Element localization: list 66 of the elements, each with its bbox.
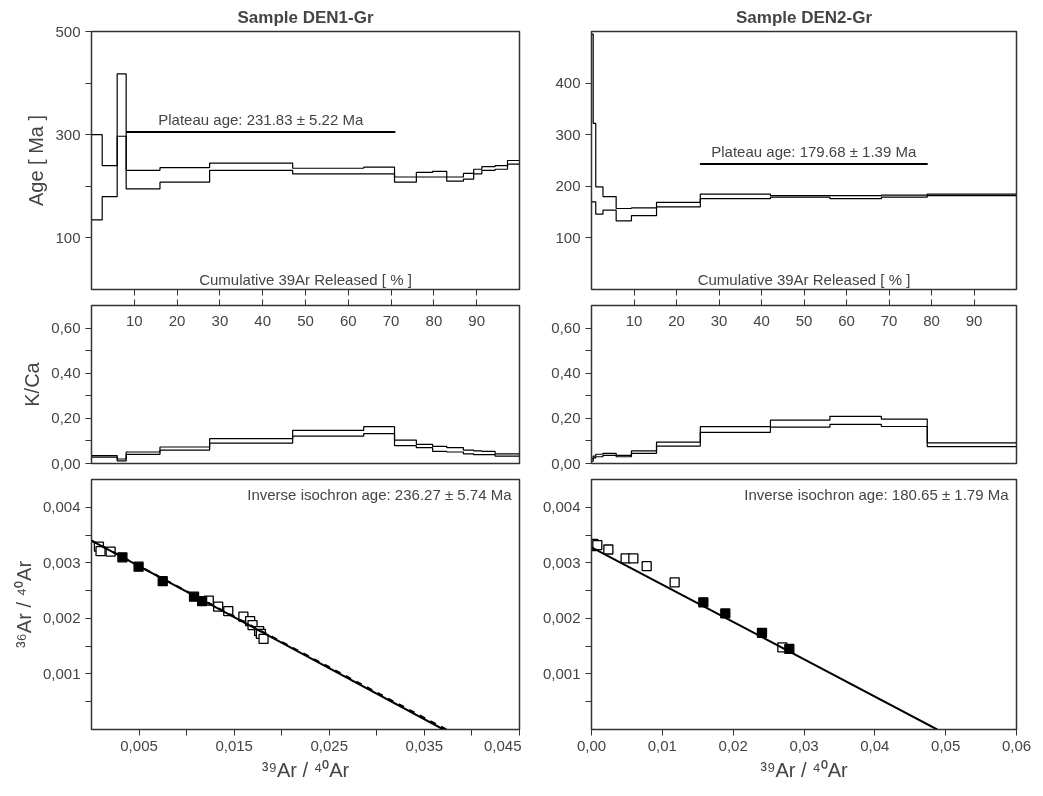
x-tick-label: 20 bbox=[668, 311, 685, 329]
x-tick-label: 0,025 bbox=[310, 736, 349, 754]
x-tick-label: 0,04 bbox=[860, 736, 890, 754]
x-tick-label: 0,035 bbox=[405, 736, 444, 754]
chart-title: Sample DEN1-Gr bbox=[237, 7, 374, 27]
x-tick-label: 0,005 bbox=[120, 736, 158, 754]
x-tick-label: 0,06 bbox=[1001, 736, 1032, 754]
x-tick-label: 0,02 bbox=[718, 736, 748, 754]
x-tick-label: 10 bbox=[625, 311, 643, 329]
y-tick-label: 0,40 bbox=[551, 364, 581, 382]
x-tick-label: 80 bbox=[425, 311, 443, 329]
x-tick-label: 50 bbox=[297, 311, 314, 329]
y-tick-label: 0,003 bbox=[542, 553, 581, 571]
y-tick-label: 0,002 bbox=[542, 609, 581, 627]
y-tick-label: 0,60 bbox=[51, 319, 81, 337]
y-tick-label: 0,20 bbox=[51, 409, 81, 427]
y-tick-label: 100 bbox=[555, 228, 581, 246]
y-tick-label: 0,003 bbox=[42, 553, 81, 571]
chart-title: Sample DEN2-Gr bbox=[735, 7, 873, 27]
y-tick-label: 0,60 bbox=[551, 319, 581, 337]
y-tick-label: 0,004 bbox=[42, 498, 81, 516]
y-tick-label: 0,20 bbox=[551, 409, 581, 427]
x-axis-title: ³⁹Ar / ⁴⁰Ar bbox=[261, 758, 350, 781]
x-tick-label: 0,03 bbox=[789, 736, 819, 754]
x-tick-label: 70 bbox=[382, 311, 400, 329]
y-tick-label: 400 bbox=[555, 74, 581, 92]
y-tick-label: 0,00 bbox=[51, 454, 81, 472]
x-tick-label: 50 bbox=[795, 311, 813, 329]
y-tick-label: 300 bbox=[555, 125, 581, 143]
x-axis-title: Cumulative 39Ar Released [ % ] bbox=[199, 270, 412, 288]
y-tick-label: 0,002 bbox=[42, 609, 81, 627]
x-tick-label: 0,045 bbox=[483, 736, 522, 754]
y-tick-label: 0,001 bbox=[42, 664, 81, 682]
x-axis-title: ³⁹Ar / ⁴⁰Ar bbox=[760, 758, 849, 781]
x-tick-label: 0,01 bbox=[647, 736, 677, 754]
x-tick-label: 0,015 bbox=[215, 736, 253, 754]
x-tick-label: 20 bbox=[168, 311, 186, 329]
annotation: Inverse isochron age: 236.27 ± 5.74 Ma bbox=[247, 485, 513, 503]
x-tick-label: 0,05 bbox=[931, 736, 961, 754]
y-tick-label: 0,00 bbox=[551, 454, 581, 472]
x-axis-title: Cumulative 39Ar Released [ % ] bbox=[697, 270, 911, 288]
x-tick-label: 0,00 bbox=[576, 736, 607, 754]
annotation: Plateau age: 179.68 ± 1.39 Ma bbox=[711, 143, 917, 161]
x-tick-label: 60 bbox=[339, 311, 357, 329]
x-tick-label: 40 bbox=[753, 311, 770, 329]
x-tick-label: 30 bbox=[710, 311, 728, 329]
y-tick-label: 500 bbox=[55, 22, 81, 40]
x-tick-label: 80 bbox=[923, 311, 940, 329]
y-tick-label: 0,004 bbox=[542, 498, 581, 516]
y-tick-label: 0,40 bbox=[51, 364, 81, 382]
x-tick-label: 90 bbox=[965, 311, 983, 329]
x-tick-label: 60 bbox=[838, 311, 855, 329]
annotation: Plateau age: 231.83 ± 5.22 Ma bbox=[158, 111, 364, 129]
x-tick-label: 40 bbox=[254, 311, 272, 329]
y-axis-title: ³⁶Ar / ⁴⁰Ar bbox=[12, 560, 35, 649]
y-axis-title: K/Ca bbox=[21, 361, 44, 407]
annotation: Inverse isochron age: 180.65 ± 1.79 Ma bbox=[744, 485, 1010, 503]
y-tick-label: 200 bbox=[555, 177, 581, 195]
x-tick-label: 30 bbox=[211, 311, 229, 329]
x-tick-label: 10 bbox=[125, 311, 143, 329]
y-tick-label: 300 bbox=[55, 125, 81, 143]
x-tick-label: 70 bbox=[880, 311, 898, 329]
y-tick-label: 0,001 bbox=[542, 664, 581, 682]
y-axis-title: Age [ Ma ] bbox=[25, 114, 48, 207]
y-tick-label: 100 bbox=[55, 228, 81, 246]
x-tick-label: 90 bbox=[468, 311, 486, 329]
